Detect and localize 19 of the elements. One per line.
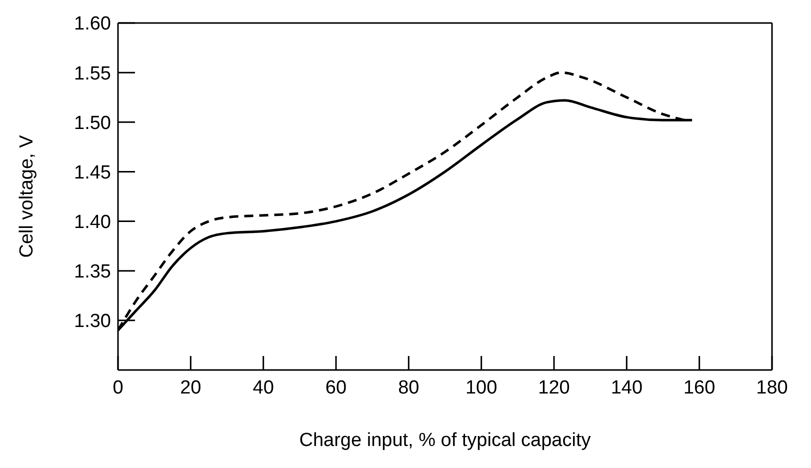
y-tick-label: 1.40 [74, 212, 111, 234]
x-tick-label: 40 [252, 377, 274, 398]
y-tick-label: 1.35 [74, 262, 111, 283]
x-tick-label: 60 [325, 377, 347, 398]
x-tick-label: 100 [465, 377, 498, 398]
x-tick-label: 0 [112, 377, 124, 398]
x-tick-label: 120 [538, 377, 570, 398]
x-tick-label: 140 [610, 377, 643, 398]
y-tick-label: 1.30 [74, 311, 111, 332]
x-axis-title: Charge input, % of typical capacity [299, 430, 592, 451]
x-tick-label: 80 [398, 377, 420, 398]
y-tick-label: 1.55 [74, 63, 111, 84]
y-axis-title: Cell voltage, V [16, 134, 38, 258]
x-tick-label: 180 [756, 377, 788, 398]
x-tick-label: 20 [180, 377, 202, 398]
y-tick-label: 1.60 [74, 14, 111, 35]
y-tick-label: 1.45 [74, 162, 111, 184]
x-tick-label: 160 [683, 377, 716, 398]
y-tick-label: 1.50 [74, 112, 111, 134]
